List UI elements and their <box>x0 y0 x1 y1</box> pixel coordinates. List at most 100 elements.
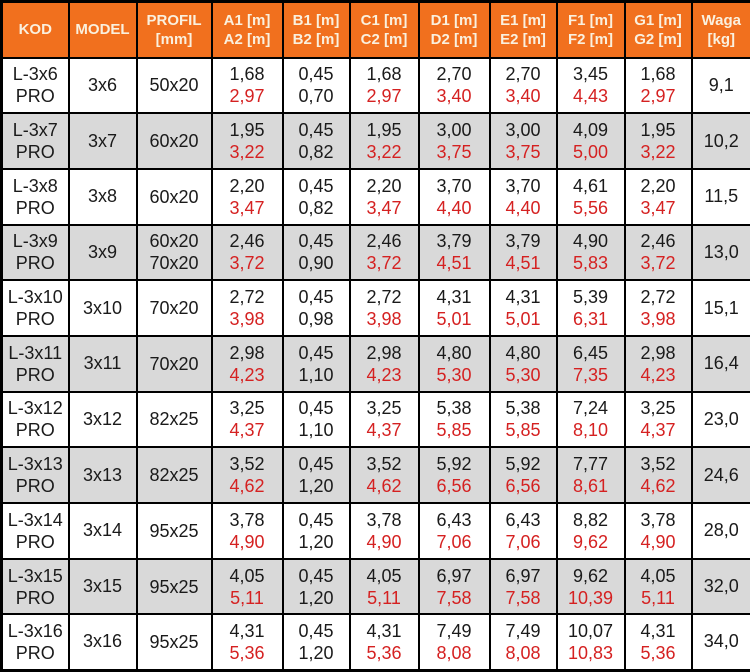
value-f1: 5,39 <box>558 286 624 308</box>
kod-line1: L-3x11 <box>3 342 68 364</box>
value-a2: 5,11 <box>213 587 282 609</box>
value-b1: 0,45 <box>284 342 349 364</box>
value-b2: 0,82 <box>284 197 349 219</box>
profil-cell: 70x20 <box>137 336 212 392</box>
value-e1: 6,43 <box>491 509 556 531</box>
value-c2: 4,37 <box>351 419 418 441</box>
value-a2: 4,62 <box>213 475 282 497</box>
value-e2: 8,08 <box>491 642 556 664</box>
value-c2: 3,72 <box>351 252 418 274</box>
value-f2: 5,56 <box>558 197 624 219</box>
waga-cell: 23,0 <box>692 392 750 448</box>
kod-line1: L-3x16 <box>3 620 68 642</box>
value-c1: 4,05 <box>351 565 418 587</box>
value-c2: 5,11 <box>351 587 418 609</box>
value-c1: 2,46 <box>351 230 418 252</box>
value-d2: 5,85 <box>420 419 489 441</box>
value-c2: 4,23 <box>351 364 418 386</box>
col-header-b: B1 [m]B2 [m] <box>283 2 350 58</box>
waga-cell: 32,0 <box>692 559 750 615</box>
value-b2: 1,20 <box>284 475 349 497</box>
value-b1: 0,45 <box>284 286 349 308</box>
value-b1: 0,45 <box>284 453 349 475</box>
value-a1: 4,05 <box>213 565 282 587</box>
value-f2: 10,39 <box>558 587 624 609</box>
value-f2: 9,62 <box>558 531 624 553</box>
header-line2: D2 [m] <box>420 30 489 49</box>
header-row: KOD MODEL PROFIL[mm] A1 [m]A2 [m] B1 [m]… <box>2 2 750 58</box>
value-b2: 0,90 <box>284 252 349 274</box>
profil-line1: 60x20 <box>138 186 211 208</box>
value-e2: 7,06 <box>491 531 556 553</box>
value-e2: 5,30 <box>491 364 556 386</box>
value-c1: 3,52 <box>351 453 418 475</box>
value-b1: 0,45 <box>284 565 349 587</box>
value-g2: 4,62 <box>626 475 691 497</box>
col-header-f: F1 [m]F2 [m] <box>557 2 625 58</box>
value-g1: 2,98 <box>626 342 691 364</box>
value-g2: 4,23 <box>626 364 691 386</box>
kod-line1: L-3x14 <box>3 509 68 531</box>
value-c2: 4,62 <box>351 475 418 497</box>
value-b2: 1,20 <box>284 642 349 664</box>
value-b1: 0,45 <box>284 119 349 141</box>
value-c1: 2,20 <box>351 175 418 197</box>
value-d1: 7,49 <box>420 620 489 642</box>
value-f2: 5,00 <box>558 141 624 163</box>
waga-cell: 34,0 <box>692 614 750 670</box>
value-c1: 3,78 <box>351 509 418 531</box>
col-header-d: D1 [m]D2 [m] <box>419 2 490 58</box>
kod-line1: L-3x13 <box>3 453 68 475</box>
value-c1: 4,31 <box>351 620 418 642</box>
value-f1: 4,61 <box>558 175 624 197</box>
value-d2: 7,06 <box>420 531 489 553</box>
value-f2: 10,83 <box>558 642 624 664</box>
value-f2: 5,83 <box>558 252 624 274</box>
value-a2: 4,37 <box>213 419 282 441</box>
waga-cell: 15,1 <box>692 280 750 336</box>
value-a1: 3,52 <box>213 453 282 475</box>
value-f1: 8,82 <box>558 509 624 531</box>
kod-line1: L-3x7 <box>3 119 68 141</box>
waga-cell: 11,5 <box>692 169 750 225</box>
waga-cell: 13,0 <box>692 225 750 281</box>
value-a2: 3,22 <box>213 141 282 163</box>
value-a1: 1,95 <box>213 119 282 141</box>
value-a2: 4,23 <box>213 364 282 386</box>
profil-line1: 50x20 <box>138 74 211 96</box>
kod-line2: PRO <box>3 85 68 107</box>
value-g2: 5,36 <box>626 642 691 664</box>
col-header-a: A1 [m]A2 [m] <box>212 2 283 58</box>
profil-line1: 60x20 <box>138 230 211 252</box>
profil-line1: 70x20 <box>138 353 211 375</box>
value-d2: 4,51 <box>420 252 489 274</box>
value-a1: 1,68 <box>213 63 282 85</box>
